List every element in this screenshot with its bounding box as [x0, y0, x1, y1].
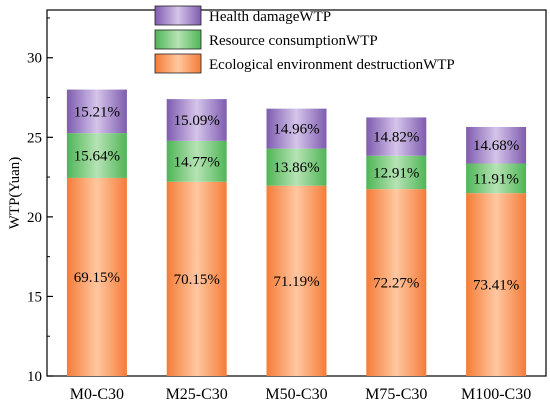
bar-segment-ecological-m75-c30	[366, 189, 427, 376]
y-axis-label: WTP(Yuan)	[7, 157, 23, 229]
legend: Health damageWTP Resource consumptionWTP E…	[154, 5, 455, 74]
y-tick-label-15: 15	[27, 289, 42, 305]
y-tick-label-20: 20	[27, 210, 42, 226]
bar-m100-c30: 73.41% 11.91% 14.68%	[466, 126, 527, 376]
bar-segment-ecological-m50-c30	[266, 185, 327, 376]
data-label-ecological-m100-c30: 73.41%	[473, 278, 519, 294]
x-tick-label-m100-c30: M100-C30	[461, 386, 531, 403]
bar-segment-health-m75-c30	[366, 117, 427, 156]
y-tick-label-25: 25	[27, 130, 42, 146]
data-label-resource-m75-c30: 12.91%	[373, 165, 419, 181]
y-tick-label-30: 30	[27, 51, 42, 67]
data-label-resource-m0-c30: 15.64%	[74, 149, 120, 165]
data-label-health-m100-c30: 14.68%	[473, 138, 519, 154]
bar-segment-resource-m100-c30	[466, 163, 527, 194]
data-label-resource-m50-c30: 13.86%	[273, 160, 319, 176]
bar-segment-ecological-m25-c30	[166, 181, 227, 376]
bar-segment-resource-m25-c30	[166, 140, 227, 182]
data-label-resource-m100-c30: 11.91%	[473, 171, 519, 187]
bar-m75-c30: 72.27% 12.91% 14.82%	[366, 117, 427, 376]
y-tick-label-10: 10	[27, 369, 42, 385]
legend-label-resource: Resource consumptionWTP	[209, 33, 378, 49]
data-label-health-m50-c30: 14.96%	[273, 122, 319, 138]
data-label-health-m75-c30: 14.82%	[373, 130, 419, 146]
bar-segment-health-m50-c30	[266, 108, 327, 149]
bar-segment-ecological-m0-c30	[66, 177, 127, 376]
bar-segment-health-m100-c30	[466, 126, 527, 164]
legend-swatch-resource	[154, 29, 202, 50]
data-label-ecological-m25-c30: 70.15%	[174, 272, 220, 288]
bar-segment-resource-m50-c30	[266, 148, 327, 186]
bar-m0-c30: 69.15% 15.64% 15.21%	[66, 89, 127, 376]
data-label-ecological-m75-c30: 72.27%	[373, 276, 419, 292]
bar-m25-c30: 70.15% 14.77% 15.09%	[166, 99, 227, 376]
data-label-health-m25-c30: 15.09%	[174, 113, 220, 129]
bar-segment-health-m25-c30	[166, 99, 227, 141]
x-tick-label-m75-c30: M75-C30	[365, 386, 427, 403]
x-tick-label-m50-c30: M50-C30	[265, 386, 327, 403]
y-axis: 10 15 20 25 30	[27, 17, 53, 385]
x-tick-label-m0-c30: M0-C30	[70, 386, 124, 403]
x-tick-label-m25-c30: M25-C30	[166, 386, 228, 403]
legend-label-health: Health damageWTP	[209, 9, 331, 25]
bar-segment-resource-m0-c30	[66, 133, 127, 178]
bar-segment-health-m0-c30	[66, 89, 127, 134]
data-label-ecological-m0-c30: 69.15%	[74, 270, 120, 286]
legend-swatch-health	[154, 5, 202, 26]
bars-group: 69.15% 15.64% 15.21% 70.15% 14.77% 15.09% 71.1…	[66, 89, 527, 376]
bar-segment-resource-m75-c30	[366, 155, 427, 190]
data-label-resource-m25-c30: 14.77%	[174, 154, 220, 170]
legend-swatch-ecological	[154, 53, 202, 74]
data-label-ecological-m50-c30: 71.19%	[273, 274, 319, 290]
bar-m50-c30: 71.19% 13.86% 14.96%	[266, 108, 327, 376]
data-label-health-m0-c30: 15.21%	[74, 104, 120, 120]
legend-label-ecological: Ecological environment destructionWTP	[209, 57, 455, 73]
bar-segment-ecological-m100-c30	[466, 193, 527, 376]
